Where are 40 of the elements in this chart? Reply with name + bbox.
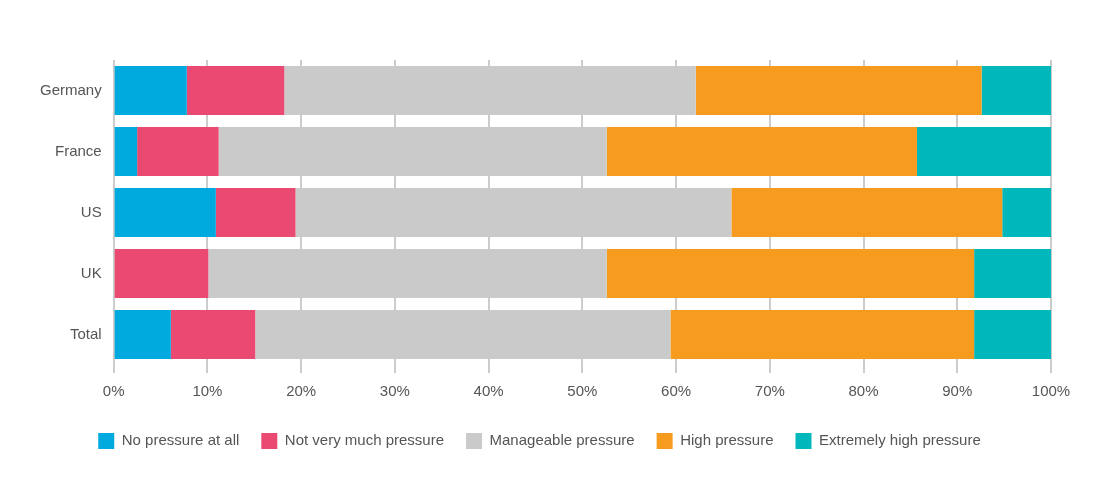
x-tick-label: 40%	[473, 382, 504, 400]
bar	[974, 249, 1051, 298]
x-tick-label: 10%	[192, 382, 223, 400]
bar	[981, 66, 1051, 115]
bar	[114, 127, 138, 176]
bar	[670, 310, 975, 359]
x-tick-label: 90%	[942, 382, 973, 400]
bar	[606, 127, 917, 176]
y-tick-label: France	[55, 141, 102, 159]
bar	[170, 310, 256, 359]
bar	[215, 188, 296, 237]
bar	[695, 66, 982, 115]
bar	[916, 127, 1051, 176]
bar	[186, 66, 285, 115]
legend-label: High pressure	[680, 431, 774, 449]
x-tick-label: 0%	[102, 382, 125, 400]
bar	[114, 188, 216, 237]
x-tick-label: 80%	[848, 382, 879, 400]
x-tick-label: 30%	[379, 382, 410, 400]
bar	[114, 66, 187, 115]
bar	[1002, 188, 1051, 237]
y-tick-label: US	[80, 202, 102, 220]
x-tick-label: 70%	[754, 382, 785, 400]
y-tick-label: UK	[80, 263, 102, 281]
legend-label: Not very much pressure	[284, 431, 445, 449]
y-tick-label: Total	[70, 324, 102, 342]
x-tick-label: 60%	[661, 382, 692, 400]
bar	[114, 249, 209, 298]
x-tick-label: 100%	[1031, 382, 1071, 400]
y-tick-label: Germany	[40, 80, 103, 98]
bar	[137, 127, 219, 176]
x-tick-label: 20%	[286, 382, 317, 400]
bar	[731, 188, 1003, 237]
bar	[974, 310, 1051, 359]
bar	[606, 249, 975, 298]
legend-label: No pressure at all	[121, 431, 240, 449]
x-tick-label: 50%	[567, 382, 598, 400]
legend-label: Extremely high pressure	[819, 431, 981, 449]
bar	[114, 310, 171, 359]
legend-label: Manageable pressure	[489, 431, 635, 449]
